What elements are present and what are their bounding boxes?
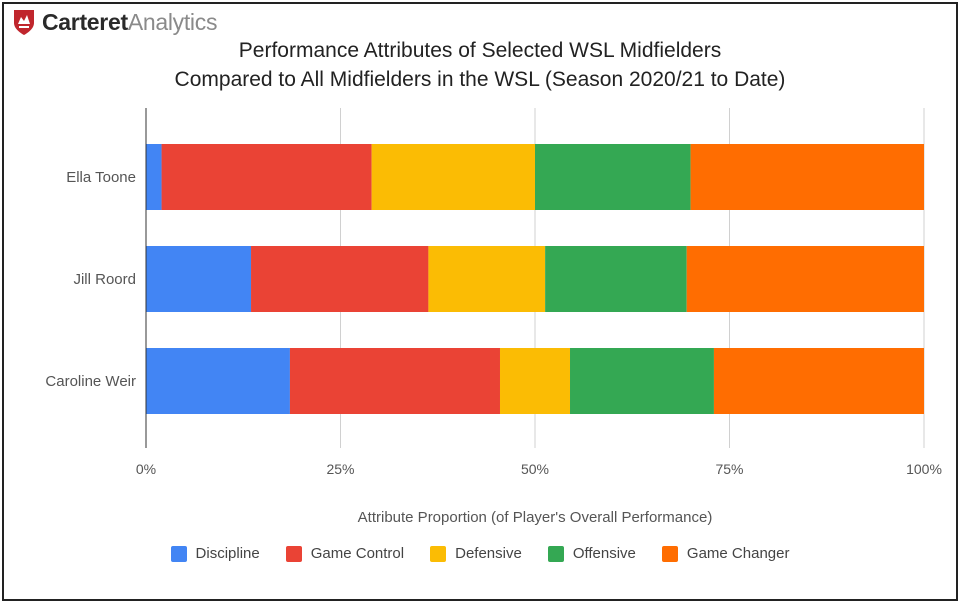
- bar-0-2: [371, 144, 535, 210]
- legend-item-4: Game Changer: [661, 545, 790, 562]
- x-tick-label-75: 75%: [715, 461, 743, 477]
- bar-2-3: [570, 348, 714, 414]
- legend-label-1: Game Control: [310, 545, 405, 562]
- legend-swatch-0: [170, 545, 187, 562]
- bar-0-4: [690, 144, 924, 210]
- chart-title-line-2: Compared to All Midfielders in the WSL (…: [174, 68, 786, 91]
- legend-item-3: Offensive: [547, 545, 636, 562]
- legend-swatch-4: [661, 545, 678, 562]
- legend-swatch-3: [547, 545, 564, 562]
- bar-0-1: [161, 144, 372, 210]
- axes: 0% 25% 50% 75% 100% Ella Toone Jill Roord Carol…: [45, 108, 942, 477]
- legend-item-2: Defensive: [430, 545, 522, 562]
- legend-item-1: Game Control: [285, 545, 405, 562]
- legend-label-0: Discipline: [195, 545, 260, 562]
- bar-1-0: [146, 246, 252, 312]
- chart-title: Performance Attributes of Selected WSL M…: [0, 36, 960, 94]
- bars: [146, 144, 924, 414]
- legend-label-2: Defensive: [455, 545, 522, 562]
- x-tick-label-50: 50%: [521, 461, 549, 477]
- chart-title-line-1: Performance Attributes of Selected WSL M…: [238, 39, 722, 62]
- brand-name: CarteretAnalytics: [42, 8, 218, 35]
- x-axis-label: Attribute Proportion (of Player's Overal…: [358, 509, 713, 526]
- y-tick-label-2: Caroline Weir: [45, 373, 136, 390]
- legend: Discipline Game Control Defensive Offensive…: [0, 545, 960, 562]
- legend-item-0: Discipline: [170, 545, 260, 562]
- y-tick-label-1: Jill Roord: [73, 271, 136, 288]
- brand-name-strong: Carteret: [42, 8, 128, 35]
- bar-2-0: [146, 348, 290, 414]
- y-tick-label-0: Ella Toone: [66, 169, 136, 186]
- bar-0-0: [146, 144, 162, 210]
- bar-0-3: [535, 144, 691, 210]
- x-tick-label-25: 25%: [326, 461, 354, 477]
- legend-swatch-1: [285, 545, 302, 562]
- x-tick-label-0: 0%: [136, 461, 156, 477]
- bar-2-4: [713, 348, 924, 414]
- brand-logo: CarteretAnalytics: [12, 6, 217, 38]
- bar-1-4: [686, 246, 924, 312]
- shield-icon: [14, 10, 34, 35]
- bar-1-2: [428, 246, 546, 312]
- bar-2-1: [289, 348, 500, 414]
- brand-name-light: Analytics: [127, 8, 218, 35]
- bar-2-2: [499, 348, 571, 414]
- bar-1-1: [251, 246, 429, 312]
- x-tick-label-100: 100%: [906, 461, 942, 477]
- legend-swatch-2: [430, 545, 447, 562]
- legend-label-3: Offensive: [572, 545, 636, 562]
- legend-label-4: Game Changer: [686, 545, 790, 562]
- bar-1-3: [545, 246, 687, 312]
